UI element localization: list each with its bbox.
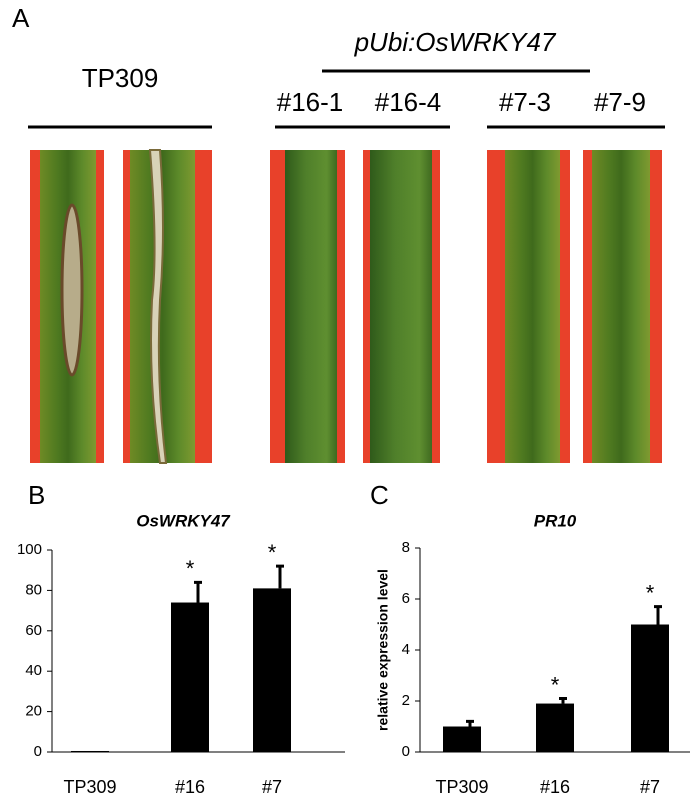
panel-label: B	[28, 480, 45, 510]
significance-marker: *	[646, 580, 655, 605]
y-tick-label: 2	[402, 692, 410, 709]
error-bar	[276, 564, 284, 589]
line-label: #7-3	[499, 87, 551, 117]
y-axis-label: relative expression level	[375, 569, 391, 731]
y-tick-label: 0	[402, 743, 410, 760]
control-label: TP309	[82, 63, 159, 93]
error-bar	[559, 696, 567, 704]
chart-title: OsWRKY47	[136, 511, 231, 530]
x-tick-label: #16	[540, 777, 570, 797]
leaf-photos	[30, 149, 662, 464]
x-tick-label: #16	[175, 777, 205, 797]
panel-a: A TP309 pUbi:OsWRKY47 #16-1 #16-4 #7-3 #…	[12, 3, 665, 464]
line-label: #16-4	[375, 87, 442, 117]
bar	[253, 588, 291, 752]
y-tick-label: 100	[17, 541, 42, 558]
x-tick-label: #7	[640, 777, 660, 797]
x-tick-label: TP309	[63, 777, 116, 797]
bar	[71, 750, 109, 752]
charts: BOsWRKY47020406080100TP309*#16*#7CPR10re…	[17, 480, 690, 797]
line-label: #16-1	[277, 87, 344, 117]
significance-marker: *	[268, 540, 277, 565]
group-label: pUbi:OsWRKY47	[354, 27, 557, 57]
y-tick-label: 60	[25, 622, 42, 639]
panel-label: A	[12, 3, 30, 33]
y-tick-label: 80	[25, 581, 42, 598]
bar	[443, 726, 481, 752]
chart-title: PR10	[534, 511, 577, 530]
y-tick-label: 20	[25, 703, 42, 720]
y-tick-label: 4	[402, 641, 410, 658]
y-tick-label: 6	[402, 590, 410, 607]
panel-label: C	[370, 480, 389, 510]
error-bar	[194, 580, 202, 603]
bar	[631, 624, 669, 752]
line-label: #7-9	[594, 87, 646, 117]
y-tick-label: 8	[402, 539, 410, 556]
significance-marker: *	[186, 556, 195, 581]
bar	[536, 703, 574, 752]
y-tick-label: 40	[25, 662, 42, 679]
x-tick-label: TP309	[435, 777, 488, 797]
significance-marker: *	[551, 672, 560, 697]
error-bar	[654, 605, 662, 625]
x-tick-label: #7	[262, 777, 282, 797]
bar	[171, 602, 209, 752]
y-tick-label: 0	[34, 743, 42, 760]
error-bar	[466, 719, 474, 727]
